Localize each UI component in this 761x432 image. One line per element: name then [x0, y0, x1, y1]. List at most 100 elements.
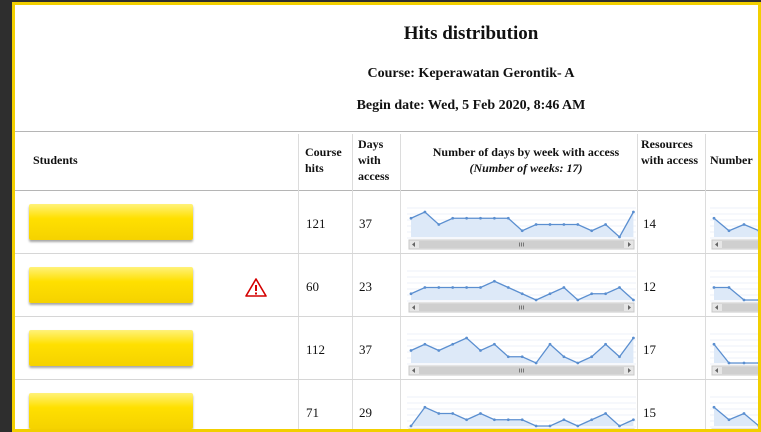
spark-point — [493, 279, 496, 283]
spark-point — [534, 223, 538, 226]
resources-with-access: 14 — [643, 216, 656, 231]
col-rule — [298, 134, 299, 429]
spark-point — [757, 299, 758, 301]
spark-point — [534, 424, 538, 428]
spark-point — [632, 298, 635, 302]
col-rule — [400, 134, 401, 429]
col-header: Number — [710, 153, 753, 167]
spark-point — [576, 361, 580, 365]
scroll-arrow — [412, 242, 415, 247]
col-rule — [637, 134, 638, 429]
spark-area — [714, 407, 758, 426]
spark-area — [411, 338, 634, 363]
spark-point — [548, 223, 552, 226]
spark-point — [465, 336, 468, 340]
course-hits: 112 — [306, 342, 326, 357]
scroll-arrow — [715, 242, 718, 247]
resource-sparkline — [710, 207, 758, 250]
col-rule — [352, 134, 353, 429]
weekly-sparkline — [407, 396, 636, 429]
scroll-thumb — [722, 241, 758, 248]
spark-point — [618, 286, 621, 289]
spark-point — [437, 412, 441, 415]
spark-point — [465, 216, 468, 220]
spark-area — [411, 281, 634, 300]
spark-point — [548, 424, 552, 428]
scroll-arrow — [715, 305, 718, 310]
spark-point — [604, 412, 607, 415]
scroll-arrow — [628, 305, 631, 310]
spark-point — [506, 216, 510, 220]
spark-point — [520, 418, 524, 422]
spark-point — [757, 425, 758, 427]
spark-point — [632, 210, 635, 214]
weekly-sparkline — [407, 333, 636, 376]
scroll-arrow — [628, 242, 631, 247]
spark-point — [712, 405, 716, 409]
title: Hits distribution — [403, 23, 539, 44]
spark-point — [451, 216, 455, 220]
spark-point — [493, 418, 496, 422]
spark-point — [479, 216, 482, 220]
spark-point — [590, 229, 594, 233]
spark-point — [727, 286, 731, 289]
spark-point — [409, 216, 413, 220]
begin-date: Begin date: Wed, 5 Feb 2020, 8:46 AM — [356, 98, 586, 113]
spark-point — [423, 286, 427, 289]
days-with-access: 23 — [359, 279, 372, 294]
spark-point — [437, 349, 441, 352]
resources-with-access: 17 — [643, 342, 656, 357]
spark-point — [534, 361, 538, 365]
spark-point — [727, 418, 731, 422]
spark-point — [712, 216, 716, 220]
col-rule — [705, 134, 706, 429]
spark-point — [534, 298, 538, 302]
spark-point — [451, 342, 455, 346]
spark-line — [713, 343, 758, 364]
scroll-arrow — [715, 368, 718, 373]
scroll-arrow — [412, 368, 415, 373]
spark-point — [409, 292, 413, 296]
spark-point — [493, 342, 496, 346]
report-frame: Hits distribution Course: Keperawatan Ge… — [12, 2, 761, 432]
col-header: Days with access — [358, 137, 390, 183]
spark-point — [479, 412, 482, 415]
scroll-thumb — [722, 367, 758, 374]
resources-with-access: 12 — [643, 279, 656, 294]
course-hits: 71 — [306, 405, 319, 420]
spark-point — [451, 412, 455, 415]
spark-point — [712, 342, 716, 346]
spark-point — [576, 298, 580, 302]
spark-point — [590, 292, 594, 296]
spark-point — [520, 229, 524, 233]
student-name — [29, 204, 193, 240]
col-header: Course hits — [305, 145, 342, 175]
spark-point — [604, 292, 607, 296]
spark-point — [409, 424, 413, 428]
scroll-arrow — [628, 368, 631, 373]
spark-point — [727, 361, 731, 365]
spark-point — [479, 286, 482, 289]
spark-point — [520, 292, 524, 296]
resources-with-access: 15 — [643, 405, 656, 420]
weekly-sparkline — [407, 270, 636, 313]
weeks-note: (Number of weeks: 17) — [469, 161, 583, 175]
course-hits: 60 — [306, 279, 319, 294]
spark-point — [506, 355, 510, 359]
days-with-access: 37 — [359, 342, 372, 357]
student-name — [29, 330, 193, 366]
spark-point — [604, 223, 607, 226]
rule — [15, 253, 758, 254]
scroll-arrow — [412, 305, 415, 310]
spark-point — [506, 418, 510, 422]
spark-point — [632, 418, 635, 422]
spark-point — [479, 349, 482, 352]
spark-area — [714, 218, 758, 237]
student-name — [29, 393, 193, 429]
resource-sparkline — [710, 333, 758, 376]
spark-point — [423, 405, 427, 409]
spark-point — [562, 418, 566, 422]
spark-point — [576, 223, 580, 226]
spark-point — [618, 235, 621, 239]
